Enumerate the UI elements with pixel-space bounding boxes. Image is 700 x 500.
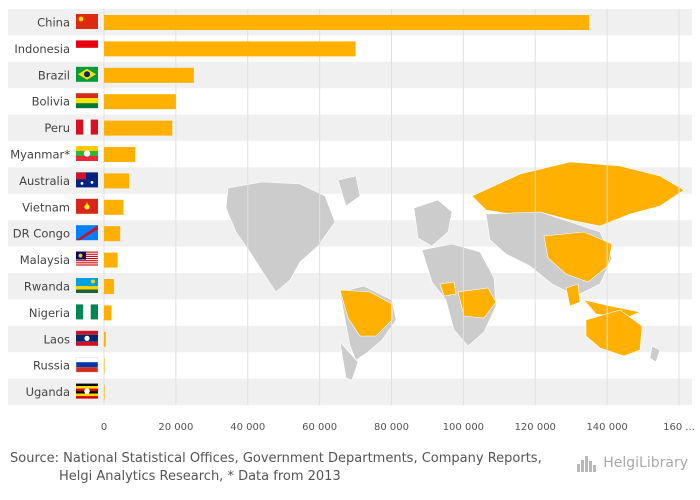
category-label: Myanmar* (10, 148, 70, 162)
indonesia-flag (76, 40, 98, 56)
category-label: Peru (44, 121, 70, 135)
indonesia-shape (583, 299, 642, 319)
bar (104, 94, 176, 110)
nigeria-shape (439, 281, 457, 297)
x-axis-ticks: 0 20 000 40 000 60 000 80 000 100 000 120 000 1… (101, 422, 695, 433)
bar (104, 331, 106, 347)
brazil-shape (339, 289, 393, 337)
australia-shape (585, 309, 643, 357)
bar (104, 279, 115, 294)
bar (104, 173, 130, 189)
source-line-2: Helgi Analytics Research, * Data from 20… (59, 469, 341, 484)
europe-shape (413, 199, 453, 247)
rwanda-flag (76, 278, 98, 293)
library-icon (577, 454, 599, 472)
vietnam-flag (76, 198, 98, 214)
bar (104, 199, 124, 215)
x-tick-label: 20 000 (158, 422, 193, 433)
helgi-library-logo[interactable]: HelgiLibrary (577, 454, 688, 472)
x-tick-label: 60 000 (302, 422, 337, 433)
category-labels: China Indonesia Brazil Bolivia Peru Myanmar* A… (10, 16, 70, 400)
bar (104, 226, 121, 242)
malaysia-flag (76, 251, 98, 266)
new-zealand-shape (649, 345, 661, 363)
x-tick-label: 100 000 (443, 422, 484, 433)
myanmar-flag (76, 146, 98, 161)
category-label: DR Congo (13, 227, 70, 241)
category-label: Laos (44, 332, 70, 346)
bar (104, 41, 356, 57)
category-label: Vietnam (22, 200, 70, 214)
south-america-south-shape (339, 341, 359, 381)
footer: Source: National Statistical Offices, Go… (0, 440, 700, 500)
bar (104, 67, 194, 83)
source-note: Source: National Statistical Offices, Go… (10, 450, 542, 486)
source-line-1: Source: National Statistical Offices, Go… (10, 451, 542, 466)
bar (104, 120, 173, 136)
bar (104, 252, 118, 268)
category-label: Brazil (38, 68, 70, 82)
china-shape (543, 231, 613, 283)
category-label: Bolivia (32, 95, 70, 109)
bar (104, 147, 136, 162)
southeast-asia-shape (565, 283, 581, 307)
x-tick-label: 80 000 (374, 422, 409, 433)
bar (104, 358, 105, 374)
x-tick-label: 120 000 (515, 422, 556, 433)
category-label: Nigeria (29, 306, 70, 320)
category-label: Malaysia (20, 253, 70, 267)
nigeria-flag (76, 304, 98, 320)
brazil-flag (76, 66, 98, 82)
category-label: Australia (19, 174, 70, 188)
greenland-shape (337, 175, 361, 207)
bar-chart: China Indonesia Brazil Bolivia Peru Myanmar* A… (8, 9, 695, 433)
laos-flag (76, 330, 98, 346)
bar (104, 305, 112, 321)
world-map (225, 161, 685, 381)
x-tick-label: 160 ... (663, 422, 695, 433)
category-label: Indonesia (14, 42, 70, 56)
drcongo-flag (76, 225, 98, 241)
bar (104, 15, 590, 30)
logo-text: HelgiLibrary (603, 455, 688, 471)
x-tick-label: 0 (101, 422, 107, 433)
australia-flag (76, 172, 98, 188)
bolivia-flag (76, 93, 98, 109)
uganda-flag (76, 383, 98, 399)
bars (104, 15, 590, 400)
category-label: Russia (33, 359, 70, 373)
flags (75, 14, 99, 399)
russia-flag (75, 356, 99, 373)
category-label: Rwanda (24, 280, 70, 294)
row-band (8, 378, 692, 405)
china-flag (76, 14, 98, 29)
category-label: China (37, 16, 70, 30)
x-tick-label: 140 000 (586, 422, 627, 433)
bar (104, 384, 105, 400)
peru-flag (76, 119, 98, 135)
category-label: Uganda (26, 385, 70, 399)
x-tick-label: 40 000 (230, 422, 265, 433)
north-america-shape (225, 181, 336, 293)
